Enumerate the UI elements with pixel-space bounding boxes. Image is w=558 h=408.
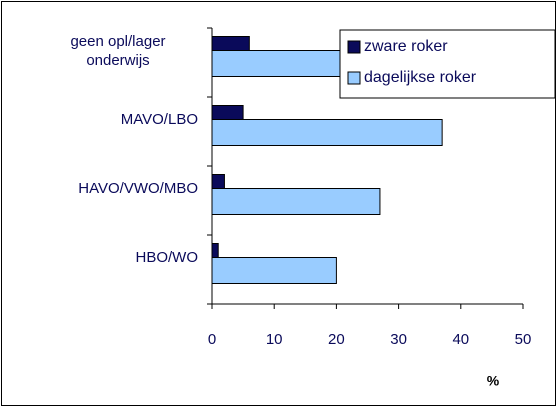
bar	[211, 257, 337, 284]
category-text: MAVO/LBO	[120, 111, 198, 128]
y-tick-label: HAVO/VWO/MBO	[4, 179, 198, 198]
category-text: HAVO/VWO/MBO	[78, 180, 198, 197]
x-tick-label: 50	[515, 331, 532, 348]
x-tick-label: 40	[452, 331, 469, 348]
legend-label: zware roker	[364, 38, 448, 55]
bar	[211, 36, 250, 51]
x-tick-label: 0	[208, 331, 216, 348]
category-text: HBO/WO	[135, 249, 199, 266]
bar	[211, 188, 381, 215]
bar	[211, 174, 225, 189]
x-tick-label: 20	[328, 331, 345, 348]
category-text: geen opl/lager onderwijs	[70, 32, 166, 69]
y-tick-label: MAVO/LBO	[4, 110, 198, 129]
x-axis-label: %	[487, 373, 500, 389]
legend-box	[339, 29, 556, 99]
legend-swatch	[347, 40, 361, 54]
legend-swatch	[347, 71, 361, 85]
y-tick-label: HBO/WO	[4, 248, 199, 267]
bar	[211, 105, 244, 120]
bar	[211, 243, 219, 258]
x-tick-label: 10	[266, 331, 283, 348]
legend-label: dagelijkse roker	[364, 69, 477, 86]
bar	[211, 119, 443, 146]
y-tick-label: geen opl/lager onderwijs	[4, 32, 198, 70]
x-tick-label: 30	[390, 331, 407, 348]
